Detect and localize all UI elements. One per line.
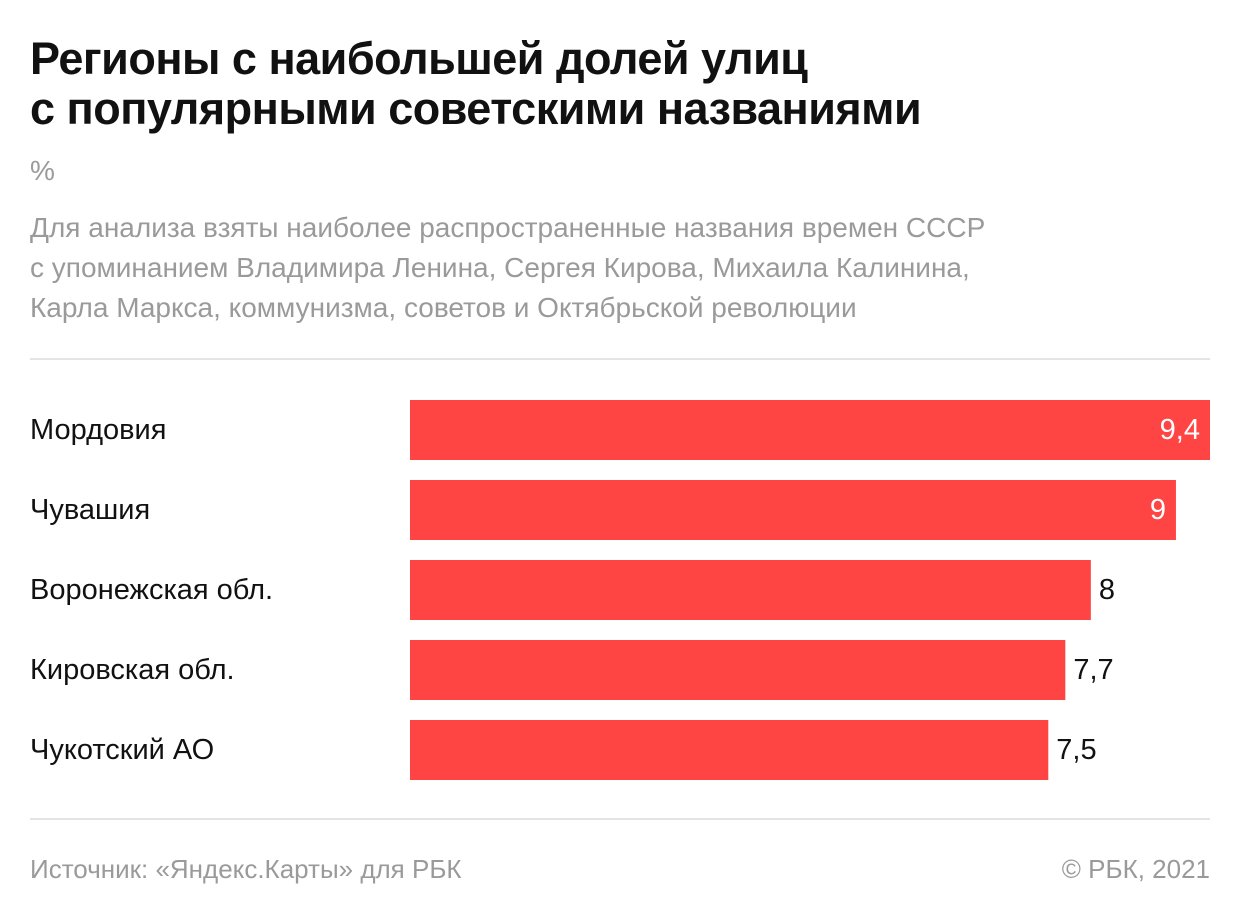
category-label: Мордовия bbox=[30, 414, 166, 446]
source-note: Источник: «Яндекс.Карты» для РБК bbox=[30, 854, 462, 884]
chart-subtitle-line-1: Для анализа взяты наиболее распространен… bbox=[30, 212, 986, 243]
category-label: Чувашия bbox=[30, 494, 150, 526]
unit-label: % bbox=[30, 155, 55, 186]
chart-title: Регионы с наибольшей долей улиц с популя… bbox=[30, 34, 1210, 134]
value-label: 8 bbox=[1099, 574, 1115, 606]
bar bbox=[410, 480, 1176, 540]
category-label: Чукотский АО bbox=[30, 734, 214, 766]
bottom-divider bbox=[30, 818, 1210, 820]
category-label: Кировская обл. bbox=[30, 654, 235, 686]
value-label: 9,4 bbox=[1160, 414, 1200, 446]
bar bbox=[410, 560, 1091, 620]
chart-title-line-1: Регионы с наибольшей долей улиц bbox=[30, 33, 808, 84]
copyright-note: © РБК, 2021 bbox=[1061, 854, 1210, 884]
bar bbox=[410, 720, 1049, 780]
bar bbox=[410, 640, 1066, 700]
bar-chart: Мордовия 9,4 Чувашия 9 Воронежская обл. 8 Киро… bbox=[30, 400, 1210, 780]
top-divider bbox=[30, 358, 1210, 360]
chart-subtitle-line-3: Карла Маркса, коммунизма, советов и Октя… bbox=[30, 292, 857, 323]
value-label: 7,5 bbox=[1056, 734, 1096, 766]
bar-chart-bars: Мордовия 9,4 Чувашия 9 Воронежская обл. 8 Киро… bbox=[30, 400, 1210, 780]
value-label: 9 bbox=[1150, 494, 1166, 526]
chart-subtitle: Для анализа взяты наиболее распространен… bbox=[30, 208, 1210, 328]
chart-title-line-2: с популярными советскими названиями bbox=[30, 83, 922, 134]
value-label: 7,7 bbox=[1073, 654, 1113, 686]
category-label: Воронежская обл. bbox=[30, 574, 273, 606]
chart-subtitle-line-2: с упоминанием Владимира Ленина, Сергея К… bbox=[30, 252, 970, 283]
bar bbox=[410, 400, 1210, 460]
